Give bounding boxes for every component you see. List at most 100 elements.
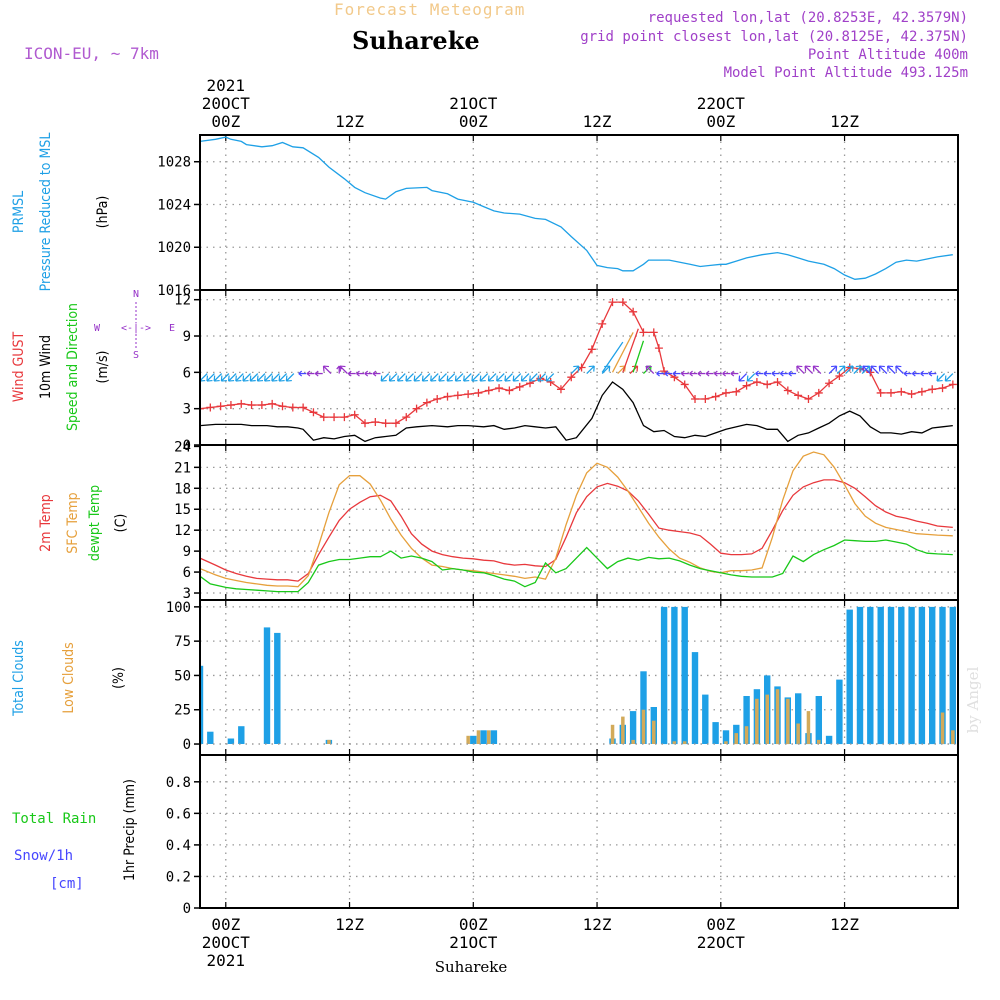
wind-barb [537,373,546,382]
bottom-time-label: 22OCT [697,933,746,952]
gust-marker [886,388,895,397]
snow-label: Snow/1h [14,848,73,864]
total-cloud-bar [274,632,281,744]
wind-barb [520,373,530,382]
gust-marker [371,417,380,426]
bottom-time-label: 21OCT [449,933,498,952]
wind-barb [656,370,665,377]
gust-marker [721,388,730,397]
wind-barb [936,373,946,382]
wind-barb [878,365,888,375]
gust-marker [917,387,926,396]
wind-barb [421,373,431,382]
total-cloud-bar [660,606,668,745]
wind-barb [454,373,464,382]
low-cloud-bar [682,741,687,744]
bottom-time-label: 12Z [335,915,364,934]
y-tick-label: 24 [174,439,191,455]
gust-marker [484,386,493,395]
total-cloud-bar [877,606,884,745]
top-time-label: 12Z [830,112,859,131]
gust-arrow [611,332,634,373]
gust-marker [587,345,596,354]
total-cloud-bar [867,606,874,745]
gust-marker [711,392,720,401]
low-cloud-bar [817,739,821,744]
wind-barb [529,373,538,382]
y-tick-label: 100 [166,600,191,616]
axis-label: (m/s) [95,351,111,384]
total-cloud-bar [929,606,936,745]
grid-point-coords: grid point closest lon,lat (20.8125E, 42… [580,29,968,45]
plot-area-temperature [200,451,953,593]
wind-barb [911,370,920,377]
top-time-label: 20OCT [202,94,251,113]
low-cloud-bar [672,741,677,744]
gust-marker [200,404,204,413]
wind-barb [213,373,223,382]
low-cloud-bar [466,735,470,744]
gust-marker [268,399,277,408]
compass-letter: E [169,323,175,334]
wind-barb [339,365,348,375]
wind-barb [730,370,739,377]
bottom-time-label: 12Z [830,915,859,934]
gust-marker [319,413,328,422]
bottom-time-label: 00Z [211,915,240,934]
axis-label: Pressure Reduced to MSL [38,133,54,292]
y-tick-label: 0 [183,901,191,917]
gust-marker [598,319,607,328]
total-cloud-bar [200,665,204,744]
y-tick-label: 1024 [157,197,191,213]
compass-arrows: <-|-> [121,323,151,334]
total-cloud-bar [795,693,802,745]
y-tick-label: 9 [183,329,191,345]
gust-marker [732,387,741,396]
total-cloud-bar [207,731,214,744]
compass-letter: W [94,323,101,334]
axis-label: 2m Temp [38,494,54,552]
gust-arrow [622,328,639,373]
low-cloud-bar [621,716,625,744]
low-cloud-bar [806,711,811,744]
axis-label: PRMSL [11,191,27,233]
gust-marker [742,381,751,390]
top-time-label: 22OCT [697,94,746,113]
total-cloud-bar [836,679,843,745]
wind-barb [944,373,954,382]
wind-barb [895,365,904,375]
wind-barb [285,373,295,382]
total-cloud-bar [846,609,853,744]
wind-barb [862,365,871,375]
low-cloud-bar [487,730,491,744]
panel-pressure: 1016 1020 1024 1028 [157,134,959,299]
gust-marker [226,401,235,410]
wind-barb [206,373,215,382]
bottom-time-label: 20OCT [202,933,251,952]
gust-marker [474,388,483,397]
y-tick-label: 0.6 [166,806,191,822]
total-cloud-bar [470,735,477,744]
wind-barb [463,373,472,382]
gust-marker [654,344,663,353]
wind-barb [271,373,280,382]
compass-letter: S [133,350,139,361]
gust-marker [691,394,700,403]
low-cloud-bar [775,689,780,745]
panel-frame [199,444,959,601]
low-cloud-bar [940,712,945,744]
y-tick-label: 21 [174,460,191,476]
top-time-label: 12Z [335,112,364,131]
y-tick-label: 6 [183,365,191,381]
wind-barb [705,370,714,377]
bottom-time-label: 00Z [706,915,735,934]
plot-area-clouds [200,606,958,745]
y-tick-label: 0.4 [166,838,191,854]
gust-marker [278,402,287,411]
gust-marker [350,410,359,419]
total-cloud-bar [490,730,498,744]
panel-frame [199,599,959,756]
total-cloud-bar [908,606,915,745]
gust-marker [422,398,431,407]
wind-barb [920,370,929,377]
